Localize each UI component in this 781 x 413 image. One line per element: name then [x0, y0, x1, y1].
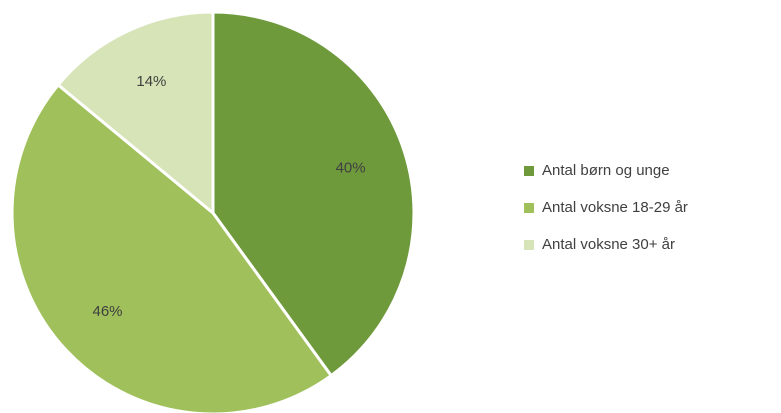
data-label-3: 14% [136, 73, 166, 90]
legend-label-2: Antal voksne 18-29 år [542, 199, 688, 216]
legend: Antal børn og unge Antal voksne 18-29 år A… [524, 162, 688, 253]
legend-swatch-3 [524, 240, 534, 250]
legend-label-1: Antal børn og unge [542, 162, 670, 179]
data-label-1: 40% [336, 159, 366, 176]
legend-label-3: Antal voksne 30+ år [542, 236, 675, 253]
legend-item-1: Antal børn og unge [524, 162, 670, 179]
data-label-2: 46% [92, 303, 122, 320]
legend-swatch-2 [524, 203, 534, 213]
data-labels: 40% 46% 14% [92, 73, 365, 320]
legend-item-2: Antal voksne 18-29 år [524, 199, 688, 216]
legend-item-3: Antal voksne 30+ år [524, 236, 675, 253]
pie-slice-3 [56, 10, 215, 215]
pie-slice-2 [10, 83, 333, 413]
pie-slice-1 [211, 10, 416, 378]
legend-swatch-1 [524, 166, 534, 176]
pie-slices [10, 10, 416, 413]
